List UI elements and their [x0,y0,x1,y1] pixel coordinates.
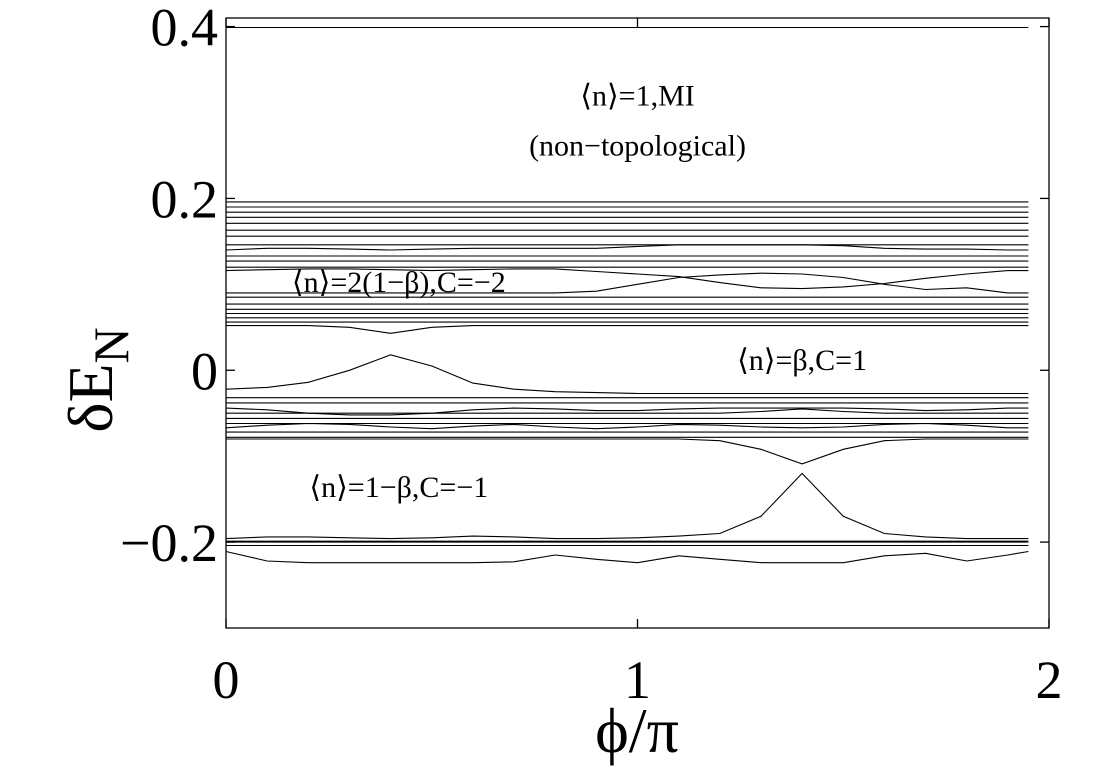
x-axis-label: ϕ/π [595,695,679,766]
y-axis-label-main: δE [55,363,126,432]
y-tick-label-2: 0 [191,341,218,401]
tick-layer: 0.4 0.2 0 −0.2 0 1 2 [120,0,1062,710]
series-line-33 [226,438,1029,465]
y-tick-label-0: 0.4 [151,0,219,58]
series-line-23 [225,354,1029,395]
annotation-layer: ⟨n⟩=1,MI (non−topological) ⟨n⟩=2(1−β),C=−2… [292,79,867,504]
phase-annotation-1-line-1: ⟨n⟩=1,MI [580,79,695,112]
y-tick-label-3: −0.2 [120,513,218,573]
series-line-27 [226,408,1029,414]
phase-annotation-4: ⟨n⟩=1−β,C=−1 [309,471,488,504]
y-axis-label-subscript: N [83,327,139,363]
y-axis-label-group: δEN [55,327,139,432]
x-tick-label-2: 2 [1036,650,1063,710]
y-axis-label: δEN [55,327,139,432]
series-line-14 [225,268,1029,290]
series-line-26 [225,407,1029,416]
series-line-34 [225,472,1029,540]
x-tick-label-0: 0 [213,650,240,710]
phase-annotation-3: ⟨n⟩=β,C=1 [737,344,867,377]
series-line-38 [225,550,1029,564]
series-line-10 [225,244,1029,251]
series-layer [225,26,1029,564]
series-line-15 [226,272,1029,294]
x-tick-label-1: 1 [624,650,651,710]
series-line-22 [226,325,1029,334]
phase-annotation-2: ⟨n⟩=2(1−β),C=−2 [292,266,506,299]
phase-annotation-1-line-2: (non−topological) [529,129,746,162]
y-tick-label-1: 0.2 [151,169,219,229]
series-line-30 [225,422,1029,430]
